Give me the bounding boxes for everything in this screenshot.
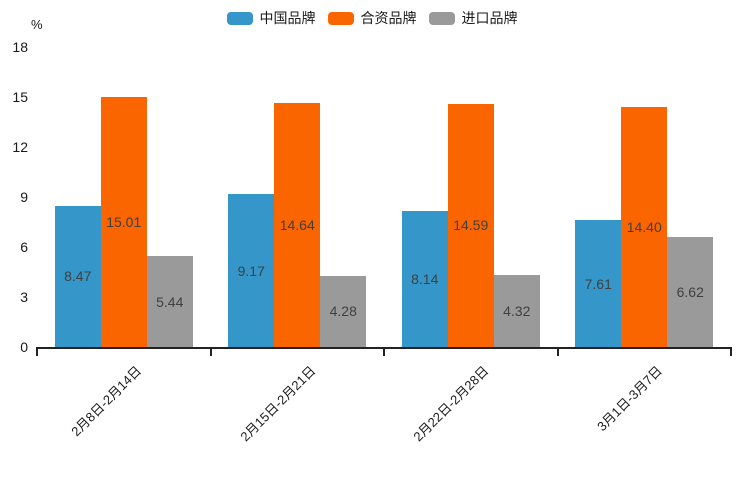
bar-value-label: 8.47 [64, 268, 92, 285]
y-axis-unit-label: % [31, 17, 43, 32]
legend-label: 合资品牌 [360, 10, 417, 26]
x-axis-tick [36, 349, 38, 356]
y-tick-label: 12 [12, 139, 28, 155]
bar-中国品牌 [228, 194, 275, 347]
bar-value-label: 8.14 [411, 271, 439, 288]
x-axis-line [36, 347, 732, 349]
bar-合资品牌 [274, 103, 321, 347]
legend-item-合资品牌: 合资品牌 [327, 10, 417, 26]
x-category-label: 2月22日-2月28日 [410, 363, 492, 445]
bar-合资品牌 [100, 96, 147, 347]
bar-value-label: 15.01 [106, 213, 142, 230]
y-tick-label: 18 [12, 39, 28, 55]
y-tick-label: 15 [12, 89, 28, 105]
x-category-label: 2月8日-2月14日 [68, 363, 145, 440]
x-axis-tick [730, 349, 732, 356]
y-tick-label: 9 [20, 189, 28, 205]
bar-合资品牌 [621, 107, 668, 347]
bar-中国品牌 [575, 220, 622, 347]
bar-value-label: 14.64 [279, 217, 315, 233]
legend-swatch [327, 11, 354, 25]
x-axis-tick [209, 349, 212, 356]
bar-value-label: 14.59 [453, 217, 489, 234]
chart-legend: 中国品牌 合资品牌 进口品牌 [0, 8, 744, 28]
x-axis-tick [556, 349, 559, 356]
bar-value-label: 9.17 [237, 262, 265, 279]
bar-中国品牌 [54, 205, 101, 347]
bar-value-label: 4.32 [503, 303, 531, 319]
legend-swatch [226, 11, 253, 25]
bar-value-label: 4.28 [329, 303, 357, 320]
bar-进口品牌 [320, 275, 367, 347]
y-tick-label: 6 [20, 239, 28, 255]
y-tick-label: 0 [20, 339, 28, 355]
y-tick-label: 3 [20, 289, 28, 305]
legend-label: 进口品牌 [461, 10, 518, 26]
bar-中国品牌 [401, 211, 448, 347]
bar-进口品牌 [493, 275, 540, 347]
x-axis-tick [383, 349, 385, 356]
bar-进口品牌 [146, 256, 193, 347]
legend-swatch [428, 11, 455, 25]
x-category-label: 2月15日-2月21日 [236, 363, 318, 445]
legend-item-中国品牌: 中国品牌 [226, 10, 316, 26]
legend-label: 中国品牌 [259, 10, 316, 26]
bar-合资品牌 [447, 103, 494, 347]
bar-value-label: 7.61 [584, 275, 612, 292]
bar-value-label: 14.40 [626, 219, 662, 235]
bar-value-label: 5.44 [156, 293, 184, 310]
legend-item-进口品牌: 进口品牌 [428, 10, 518, 26]
bar-进口品牌 [667, 236, 714, 347]
bar-value-label: 6.62 [676, 283, 704, 300]
x-category-label: 3月1日-3月7日 [594, 363, 665, 435]
